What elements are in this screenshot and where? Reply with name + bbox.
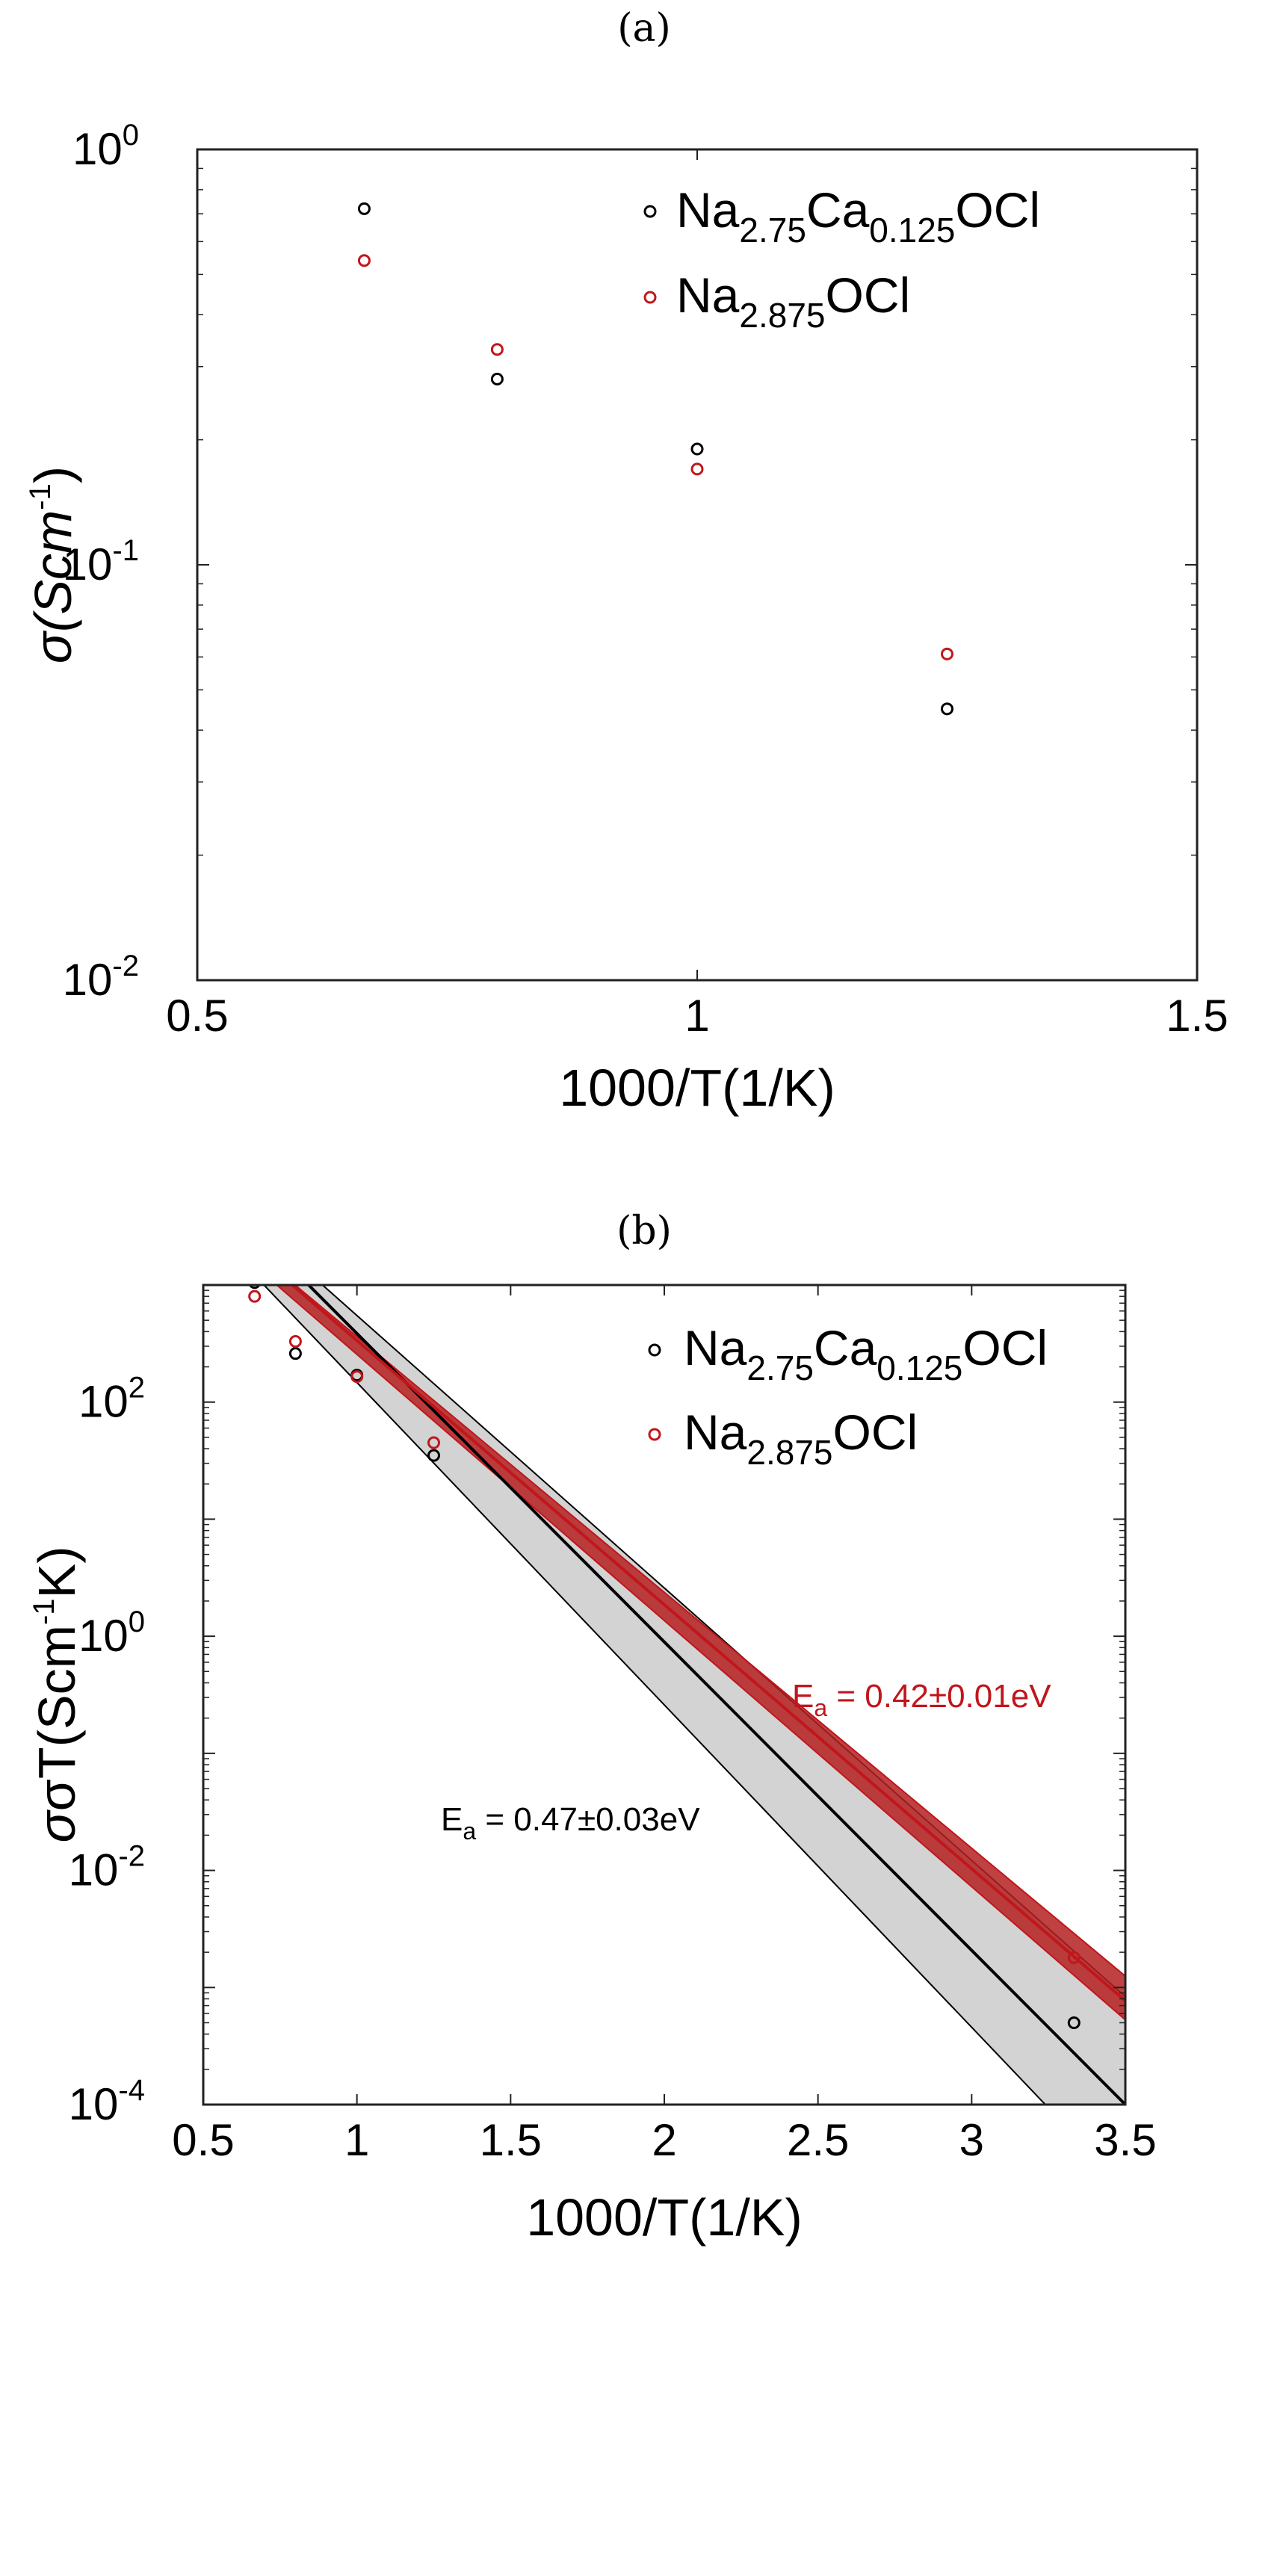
y-tick-label: 100 [78,1606,145,1661]
chart-b-x-axis-title: 1000/T(1/K) [526,2188,803,2247]
x-tick-label: 1.5 [1166,991,1228,1041]
data-point-black [288,1347,302,1360]
y-tick-label: 100 [72,119,139,174]
panel-label-b: (b) [616,1209,672,1254]
data-point-red [357,254,371,267]
chart-b-black-fit-line [306,1285,1125,2105]
chart-a-legend-marker-black [643,205,657,218]
data-point-black [248,1285,261,1289]
data-point-black [357,202,371,215]
x-tick-label: 1 [684,991,709,1041]
x-tick-label: 3 [959,2115,984,2165]
data-point-red [248,1289,262,1303]
chart-b-legend-marker-red [648,1428,661,1441]
chart-b-y-tick-labels: 102 100 10-2 10-4 [69,1372,145,2129]
chart-a-legend: Na2.75Ca0.125OCl Na2.875OCl [643,182,1040,335]
chart-a-y-axis-title-end: ) [24,466,82,483]
y-tick-label: 10-2 [69,1840,145,1895]
data-point-red [941,647,953,660]
data-point-red [427,1436,440,1449]
x-tick-label: 2.5 [787,2115,849,2165]
chart-a-points [357,202,953,716]
chart-b-x-tick-labels: 0.5 1 1.5 2 2.5 3 3.5 [172,2115,1156,2165]
data-point-black [690,442,704,456]
chart-a-legend-label-red: Na2.875OCl [676,267,910,335]
chart-b-ticks [203,1284,1126,2105]
x-tick-label: 0.5 [172,2115,234,2165]
chart-b-legend: Na2.75Ca0.125OCl Na2.875OCl [648,1320,1048,1472]
chart-a-x-axis-title: 1000/T(1/K) [559,1059,835,1117]
chart-b-legend-marker-black [648,1343,661,1357]
data-point-black [427,1449,440,1462]
y-tick-label: 102 [78,1372,145,1427]
chart-b-y-axis-title: σσT(Scm-1K) [28,1546,86,1842]
x-tick-label: 3.5 [1094,2115,1156,2165]
chart-a-y-axis-title-sup: -1 [24,483,57,510]
chart-b-y-axis-title-base: σT(Scm [28,1625,86,1811]
x-tick-label: 1 [344,2115,369,2165]
data-point-black [1067,2016,1081,2029]
chart-b-annotation-black: Ea = 0.47±0.03eV [441,1801,700,1845]
y-tick-label: 10-1 [63,534,139,589]
y-tick-label: 10-4 [69,2074,145,2129]
chart-b-y-axis-title-sigma: σ [28,1809,86,1843]
chart-a: 0.5 1 1.5 100 10-1 10-2 1000/T(1/K) σ(Scm-1)… [24,119,1228,1117]
data-point-black [490,372,504,386]
data-point-red [350,1370,364,1384]
chart-b-y-axis-title-sup: -1 [28,1598,61,1625]
data-point-red [1067,1951,1081,1964]
data-point-red [690,462,704,476]
chart-b-points [248,1285,1081,2029]
data-point-red [288,1334,302,1348]
chart-b-annotation-red: Ea = 0.42±0.01eV [792,1678,1051,1721]
chart-a-ticks [197,149,1198,981]
chart-a-legend-label-black: Na2.75Ca0.125OCl [676,182,1040,250]
data-point-black [941,702,953,716]
chart-b-red-confidence-band [275,1285,1125,2021]
x-tick-label: 2 [652,2115,676,2165]
chart-a-y-axis-title: σ(Scm-1) [24,466,82,663]
chart-a-y-tick-labels: 100 10-1 10-2 [63,119,139,1005]
data-point-red [490,343,504,356]
x-tick-label: 1.5 [480,2115,542,2165]
chart-a-legend-marker-red [643,291,657,304]
chart-a-y-axis-title-base: σ(Scm [24,510,82,664]
chart-b-y-axis-title-end: K) [28,1546,86,1598]
x-tick-label: 0.5 [166,991,228,1041]
chart-b-red-fit-line [290,1285,1125,2002]
y-tick-label: 10-2 [63,950,139,1005]
chart-b-legend-label-red: Na2.875OCl [684,1405,918,1472]
chart-b-legend-label-black: Na2.75Ca0.125OCl [684,1320,1048,1387]
chart-a-x-tick-labels: 0.5 1 1.5 [166,991,1228,1041]
chart-b: 0.5 1 1.5 2 2.5 3 3.5 102 100 10-2 10-4 1000/T(1/… [28,1284,1157,2247]
panel-label-a: (a) [617,6,671,51]
